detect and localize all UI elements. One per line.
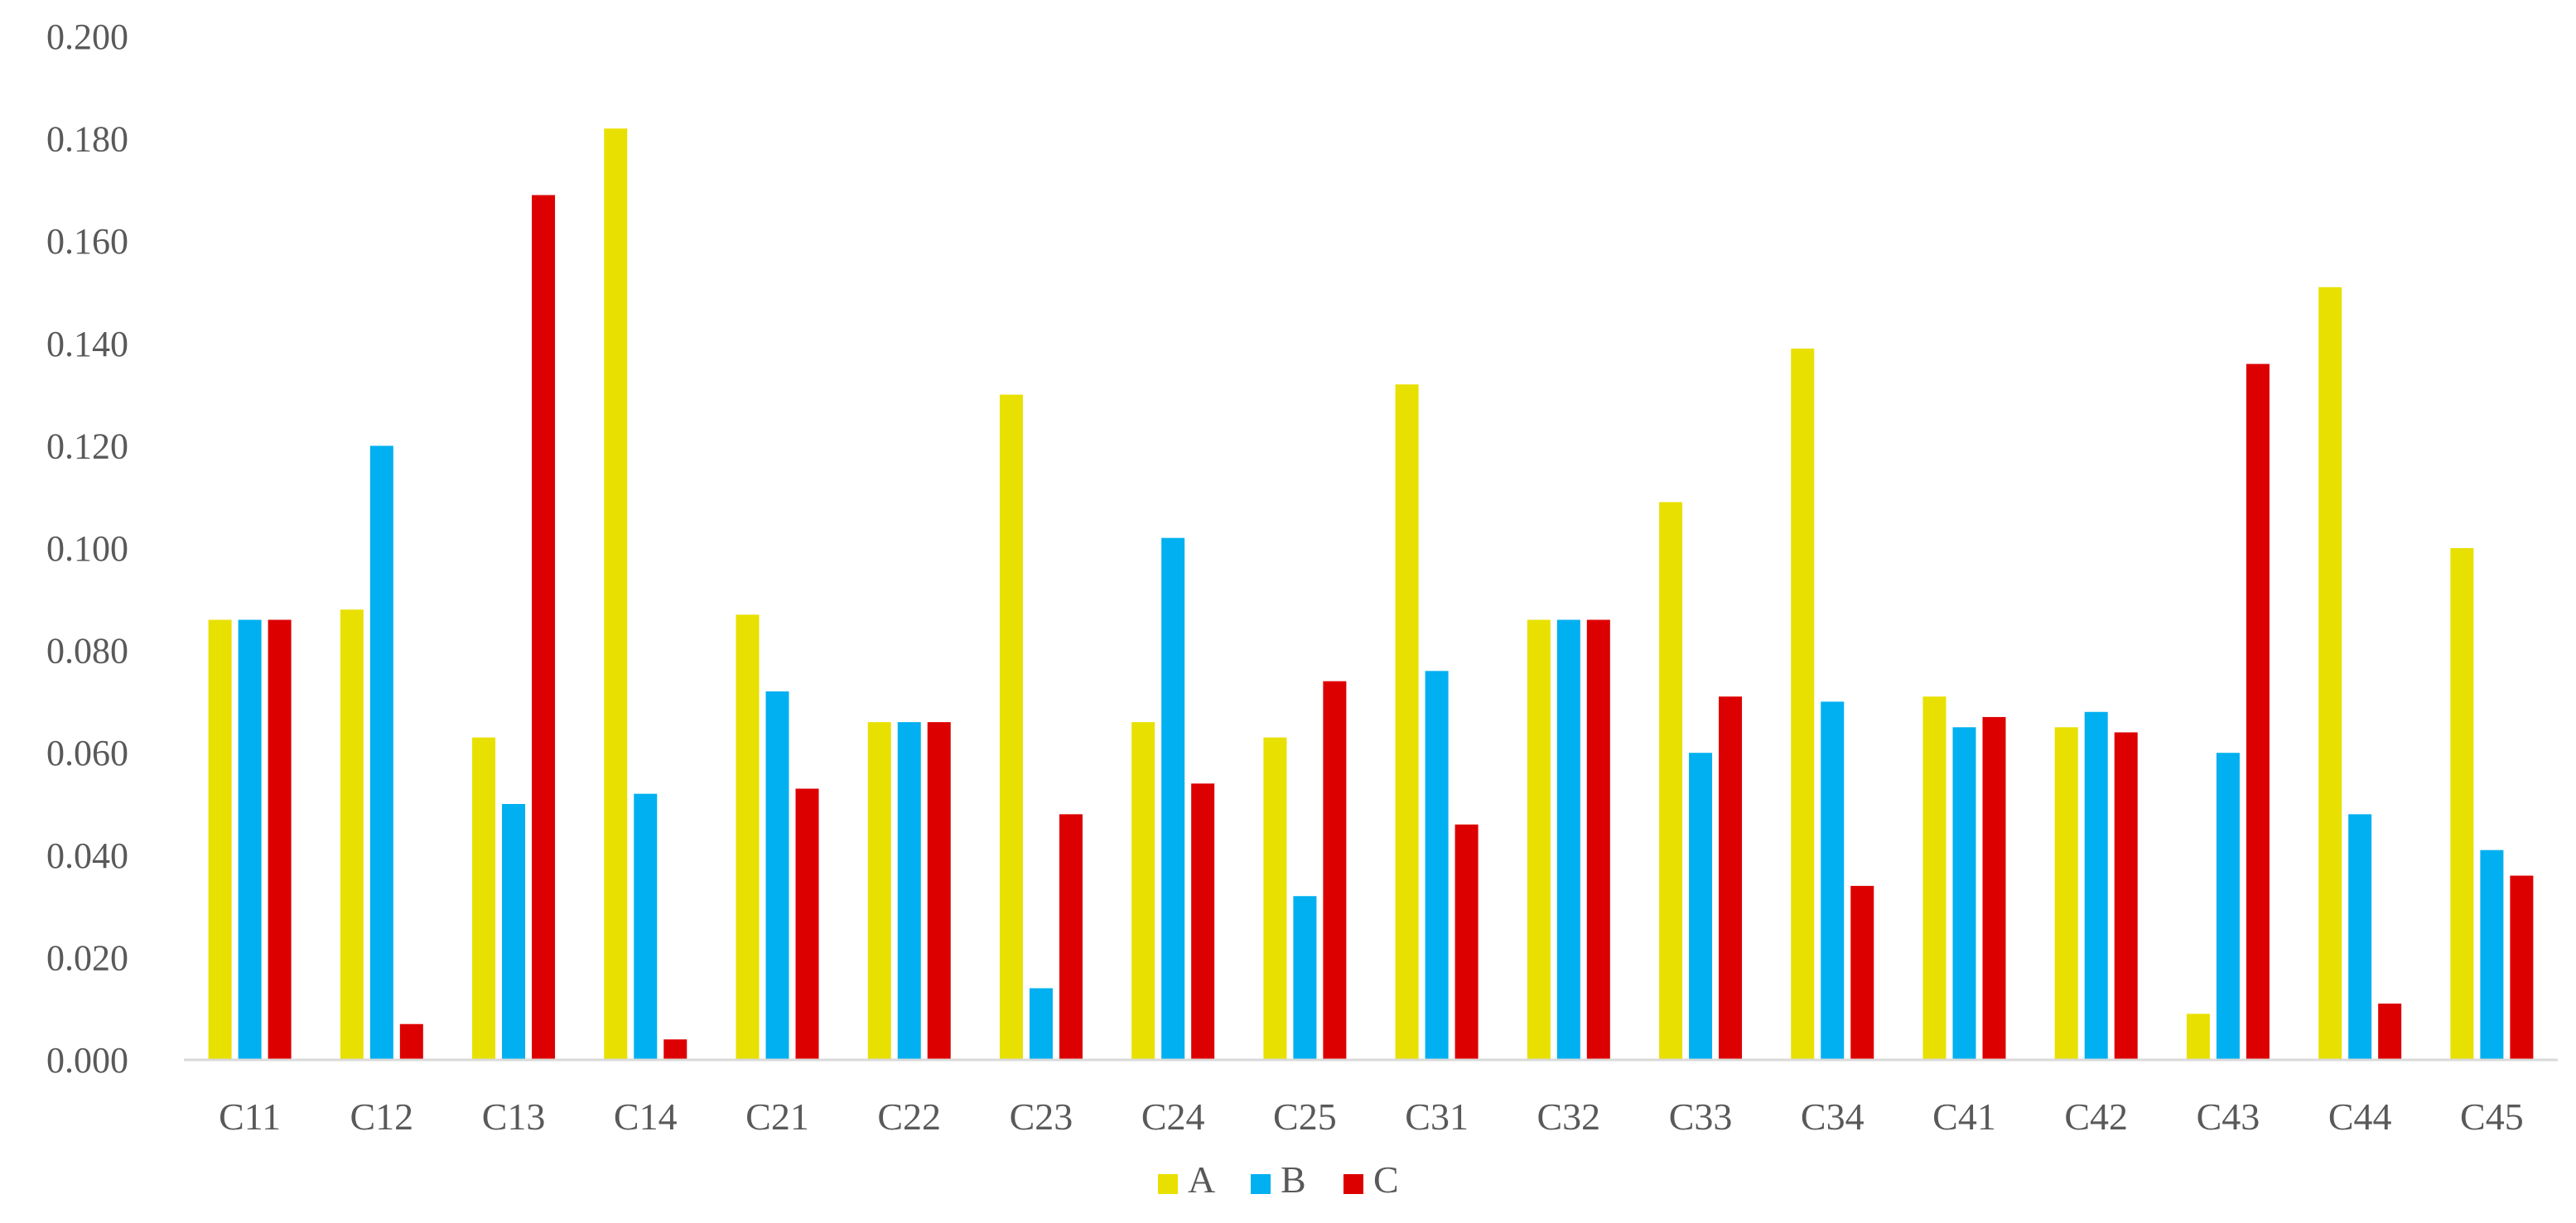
bar-c-c21 [795,788,819,1060]
x-tick-label: C45 [2460,1095,2524,1138]
x-tick-label: C31 [1405,1095,1469,1138]
x-tick-label: C24 [1141,1095,1205,1138]
x-tick-label: C33 [1669,1095,1733,1138]
y-tick-label: 0.180 [46,119,128,160]
bar-c-c31 [1454,824,1479,1060]
y-tick-label: 0.100 [46,528,128,569]
bar-b-c42 [2084,711,2108,1060]
x-axis-category-labels: C11 C12 C13 C14 C21 C22 C23 C24 C25 C31 C32 C33 C34 C… [219,1095,2524,1138]
y-tick-label: 0.060 [46,733,128,773]
x-tick-label: C14 [614,1095,678,1138]
bar-b-c45 [2480,850,2504,1060]
bar-b-c41 [1952,727,1976,1060]
bar-b-c33 [1689,753,1713,1060]
bar-a-c31 [1395,384,1419,1060]
legend-label-b: B [1281,1158,1306,1201]
bar-b-c31 [1425,671,1449,1060]
bar-a-c24 [1131,722,1155,1060]
y-tick-label: 0.200 [46,17,128,57]
bar-c-c33 [1719,696,1743,1060]
x-tick-label: C34 [1801,1095,1864,1138]
bar-a-c42 [2054,727,2078,1060]
legend-swatch-b [1251,1174,1271,1194]
bar-c-c23 [1059,814,1083,1060]
x-tick-label: C42 [2064,1095,2128,1138]
bar-a-c11 [208,619,232,1060]
x-tick-label: C44 [2328,1095,2392,1138]
bar-c-c32 [1586,619,1610,1060]
legend-label-a: A [1188,1158,1215,1201]
bar-c-c14 [663,1039,687,1060]
bar-c-c44 [2378,1004,2402,1060]
bar-b-c25 [1293,896,1317,1060]
legend-label-c: C [1373,1158,1399,1201]
bar-a-c41 [1922,696,1946,1060]
bar-c-c11 [268,619,292,1060]
bar-a-c32 [1527,619,1551,1060]
bar-b-c44 [2348,814,2372,1060]
x-tick-label: C25 [1273,1095,1337,1138]
y-axis-ticks: 0.000 0.020 0.040 0.060 0.080 0.100 0.120 0.140… [46,17,128,1081]
bar-c-c42 [2114,732,2138,1060]
bar-c-c43 [2246,364,2270,1060]
x-tick-label: C32 [1536,1095,1600,1138]
bar-a-c44 [2318,286,2342,1060]
bar-a-c21 [736,614,760,1060]
bar-b-c13 [502,804,526,1060]
bar-a-c25 [1263,737,1287,1060]
y-tick-label: 0.140 [46,324,128,364]
bar-c-c22 [927,722,951,1060]
legend-swatch-a [1158,1174,1178,1194]
bar-c-c41 [1982,716,2006,1060]
bars [208,128,2534,1061]
bar-a-c22 [867,722,891,1060]
x-tick-label: C43 [2197,1095,2260,1138]
legend-swatch-c [1343,1174,1363,1194]
bar-b-c21 [765,691,789,1060]
bar-a-c12 [340,609,364,1060]
x-tick-label: C23 [1010,1095,1073,1138]
bar-a-c14 [604,128,628,1061]
bar-a-c34 [1791,348,1815,1061]
x-tick-label: C13 [482,1095,546,1138]
bar-c-c24 [1191,783,1215,1060]
x-tick-label: C21 [745,1095,809,1138]
bar-a-c33 [1659,502,1683,1060]
x-tick-label: C41 [1932,1095,1996,1138]
bar-c-c45 [2510,875,2534,1060]
bar-b-c12 [369,445,393,1060]
bar-a-c13 [472,737,496,1060]
x-tick-label: C22 [877,1095,941,1138]
bar-b-c24 [1161,537,1185,1060]
bar-c-c25 [1323,681,1347,1060]
y-tick-label: 0.160 [46,221,128,262]
y-tick-label: 0.000 [46,1040,128,1081]
bar-a-c23 [999,394,1023,1061]
x-tick-label: C11 [219,1095,281,1138]
bar-b-c11 [238,619,262,1060]
bar-a-c43 [2186,1014,2210,1060]
bar-b-c22 [897,722,921,1060]
y-tick-label: 0.080 [46,631,128,672]
y-tick-label: 0.040 [46,835,128,876]
bar-c-c34 [1850,885,1874,1060]
bar-b-c14 [634,793,658,1060]
bar-b-c32 [1556,619,1580,1060]
bar-b-c23 [1029,988,1053,1060]
bar-b-c43 [2216,753,2240,1060]
y-tick-label: 0.020 [46,937,128,978]
y-tick-label: 0.120 [46,426,128,466]
bar-a-c45 [2450,548,2474,1060]
bar-c-c13 [532,195,556,1061]
x-tick-label: C12 [350,1095,413,1138]
bar-b-c34 [1821,701,1845,1060]
bar-c-c12 [399,1023,423,1060]
legend: A B C [1158,1158,1399,1201]
